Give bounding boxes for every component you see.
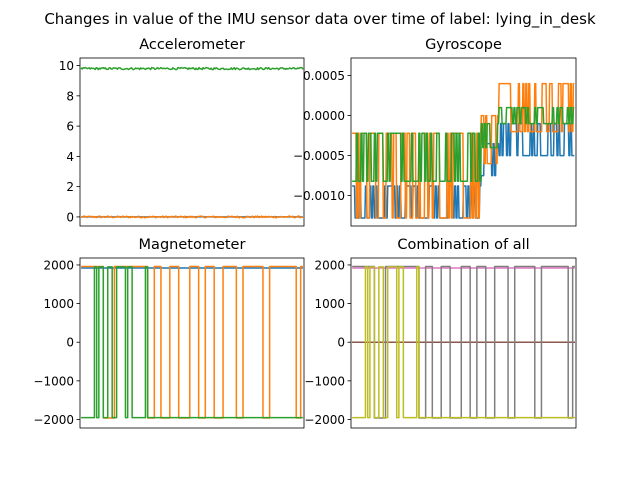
y-tick-label: 8 xyxy=(66,89,74,103)
series-line-9 xyxy=(352,266,575,419)
subplot-title: Gyroscope xyxy=(425,37,502,53)
axes-frame xyxy=(79,57,305,227)
y-tick-label: 0.0005 xyxy=(303,69,345,83)
y-tick-label: −0.0010 xyxy=(293,189,345,203)
y-tick-label: 0 xyxy=(66,210,74,224)
y-tick-label: 2 xyxy=(66,180,74,194)
series-line-2 xyxy=(80,215,304,219)
y-tick-label: 0.0000 xyxy=(303,109,345,123)
subplot-title: Magnetometer xyxy=(139,237,246,253)
axes-frame xyxy=(350,57,577,227)
figure-title: Changes in value of the IMU sensor data … xyxy=(44,10,596,29)
subplot-title: Accelerometer xyxy=(139,37,245,53)
y-tick-label: 1000 xyxy=(43,297,74,311)
y-tick-label: −1000 xyxy=(33,374,74,388)
series-group xyxy=(81,265,303,419)
y-tick-label: −2000 xyxy=(304,413,345,427)
series-group xyxy=(352,82,575,219)
subplot-title: Combination of all xyxy=(397,237,529,253)
y-tick-label: 2000 xyxy=(43,258,74,272)
y-tick-label: −0.0005 xyxy=(293,149,345,163)
subplot-1: 0 2 4 6 8 10 Accelerometer xyxy=(59,37,305,227)
series-line-3 xyxy=(80,66,304,71)
y-tick-label: 0 xyxy=(66,336,74,350)
subplot-2: −0.0010 −0.0005 0.0000 0.0005 Gyroscope xyxy=(293,37,577,227)
series-group xyxy=(80,66,304,219)
series-line-3 xyxy=(81,266,303,419)
y-tick-label: 6 xyxy=(66,120,74,134)
axes-frame xyxy=(79,257,305,429)
y-tick-label: 0 xyxy=(337,336,345,350)
y-tick-label: 2000 xyxy=(314,258,345,272)
y-tick-label: 10 xyxy=(59,59,74,73)
series-group xyxy=(352,265,575,419)
series-line-2 xyxy=(81,265,303,419)
y-tick-label: −2000 xyxy=(33,413,74,427)
subplot-3: −2000 −1000 0 1000 2000 Magnetometer xyxy=(33,237,305,429)
y-tick-label: 4 xyxy=(66,150,74,164)
series-line-3 xyxy=(352,106,575,182)
y-tick-label: −1000 xyxy=(304,374,345,388)
axes-frame xyxy=(350,257,577,429)
subplot-4: −2000 −1000 0 1000 2000 Combination of all xyxy=(304,237,577,429)
y-tick-label: 1000 xyxy=(314,297,345,311)
